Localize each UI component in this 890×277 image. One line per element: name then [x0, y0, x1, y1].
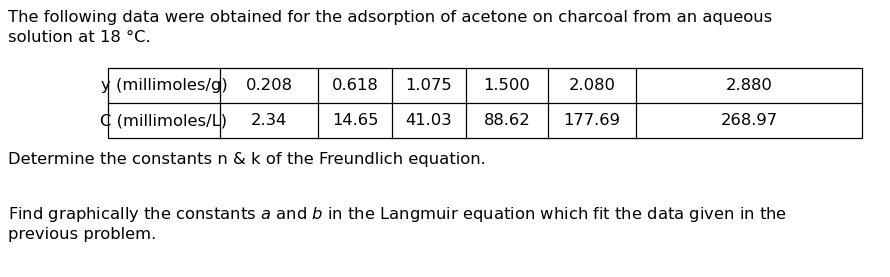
Text: 41.03: 41.03 [406, 113, 452, 128]
Text: 14.65: 14.65 [332, 113, 378, 128]
Text: 2.34: 2.34 [251, 113, 287, 128]
Text: C (millimoles/L): C (millimoles/L) [101, 113, 228, 128]
Text: Determine the constants n & k of the Freundlich equation.: Determine the constants n & k of the Fre… [8, 152, 486, 167]
Text: 2.080: 2.080 [569, 78, 616, 93]
Bar [108, 68, 862, 138]
Text: 0.208: 0.208 [246, 78, 293, 93]
Text: 1.500: 1.500 [483, 78, 530, 93]
Text: y (millimoles/g): y (millimoles/g) [101, 78, 227, 93]
Text: 88.62: 88.62 [483, 113, 530, 128]
Text: 1.075: 1.075 [406, 78, 452, 93]
Text: The following data were obtained for the adsorption of acetone on charcoal from : The following data were obtained for the… [8, 10, 773, 25]
Text: 0.618: 0.618 [332, 78, 378, 93]
Text: 268.97: 268.97 [720, 113, 778, 128]
Text: Find graphically the constants $\mathit{a}$ and $\mathit{b}$ in the Langmuir equ: Find graphically the constants $\mathit{… [8, 205, 787, 224]
Text: solution at 18 °C.: solution at 18 °C. [8, 30, 150, 45]
Text: previous problem.: previous problem. [8, 227, 157, 242]
Text: 2.880: 2.880 [725, 78, 773, 93]
Text: 177.69: 177.69 [563, 113, 620, 128]
